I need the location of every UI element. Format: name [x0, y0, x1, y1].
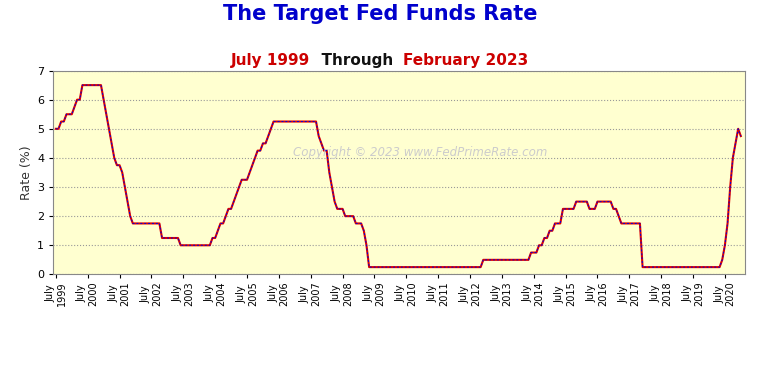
Text: February 2023: February 2023 — [404, 53, 529, 68]
Text: Copyright © 2023 www.FedPrimeRate.com: Copyright © 2023 www.FedPrimeRate.com — [293, 145, 547, 159]
Text: The Target Fed Funds Rate: The Target Fed Funds Rate — [223, 4, 537, 24]
Y-axis label: Rate (%): Rate (%) — [20, 145, 33, 200]
Text: Through: Through — [311, 53, 404, 68]
Text: July 1999: July 1999 — [231, 53, 311, 68]
